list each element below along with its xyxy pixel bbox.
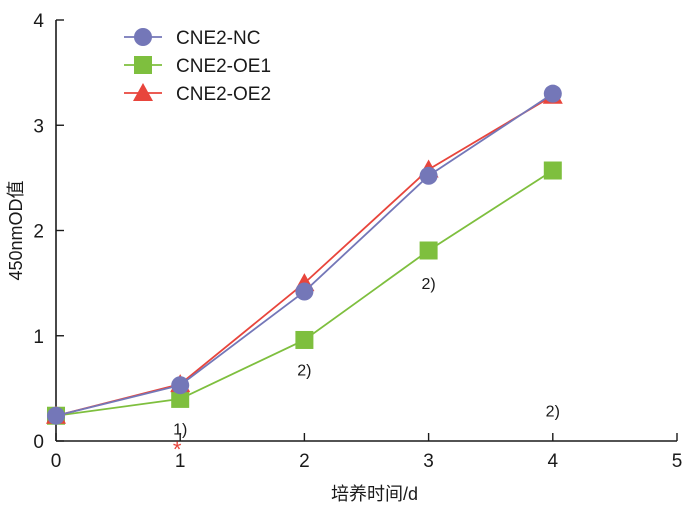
legend-label: CNE2-OE1: [176, 56, 271, 77]
y-tick-label: 3: [33, 116, 44, 137]
significance-star: *: [173, 437, 182, 462]
legend-item-cne2-nc: CNE2-NC: [124, 28, 260, 49]
legend-item-cne2-oe2: CNE2-OE2: [124, 83, 271, 105]
significance-label: 2): [546, 403, 560, 420]
x-tick-label: 2: [299, 451, 310, 472]
data-point: [419, 166, 438, 185]
x-axis-title: 培养时间/d: [331, 484, 418, 504]
y-tick-label: 4: [33, 11, 44, 32]
data-point: [295, 282, 314, 301]
x-tick-label: 3: [423, 451, 434, 472]
legend-marker: [134, 56, 152, 74]
data-point: [543, 84, 562, 103]
y-tick-label: 2: [33, 222, 44, 243]
legend-marker: [133, 83, 153, 101]
legend: CNE2-NC CNE2-OE1 CNE2-OE2: [124, 28, 271, 105]
data-point: [295, 330, 314, 349]
data-point: [419, 241, 438, 260]
data-point: [47, 406, 65, 425]
y-tick-label: 1: [33, 327, 44, 348]
data-point: [171, 389, 190, 408]
x-tick-label: 0: [51, 451, 62, 472]
y-axis-title: 450nmOD值: [6, 180, 26, 280]
series-cne2-nc: [47, 84, 562, 425]
data-point: [543, 161, 562, 180]
annotation-layer: 1)* 2) 2) 2): [173, 276, 560, 462]
significance-label: 2): [297, 362, 311, 379]
y-tick-label: 0: [33, 432, 44, 453]
significance-label: 1): [173, 421, 187, 438]
data-point: [171, 376, 190, 395]
legend-label: CNE2-OE2: [176, 84, 271, 105]
significance-label: 2): [421, 276, 435, 293]
axes: 0 1 2 3 4 5 0 1 2 3 4: [33, 11, 682, 472]
x-tick-label: 1: [175, 451, 186, 472]
series-layer: [46, 84, 563, 425]
x-tick-label: 5: [672, 451, 683, 472]
legend-marker: [134, 28, 152, 46]
x-tick-label: 4: [548, 451, 559, 472]
legend-item-cne2-oe1: CNE2-OE1: [124, 56, 271, 77]
legend-label: CNE2-NC: [176, 28, 260, 49]
